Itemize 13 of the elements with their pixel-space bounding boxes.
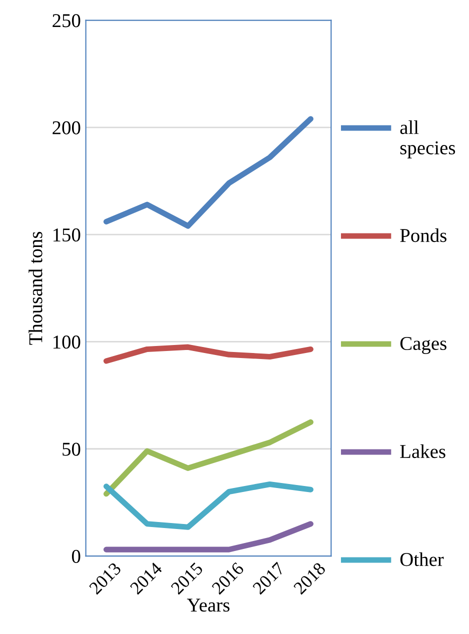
y-tick-label: 50	[62, 442, 80, 456]
x-axis-title: Years	[186, 598, 230, 612]
legend-label: Ponds	[400, 228, 446, 242]
y-tick-label: 200	[52, 121, 80, 134]
y-tick-label: 100	[54, 336, 80, 349]
legend-label: all species	[400, 120, 456, 158]
y-axis-title: Thousand tons	[28, 232, 42, 345]
legend-label: Other	[400, 552, 444, 566]
legend-label: Cages	[400, 336, 446, 354]
legend-label: Lakes	[400, 444, 446, 458]
y-tick-label: 150	[54, 228, 80, 242]
y-tick-label: 250	[52, 14, 80, 28]
y-tick-label: 0	[72, 550, 80, 563]
